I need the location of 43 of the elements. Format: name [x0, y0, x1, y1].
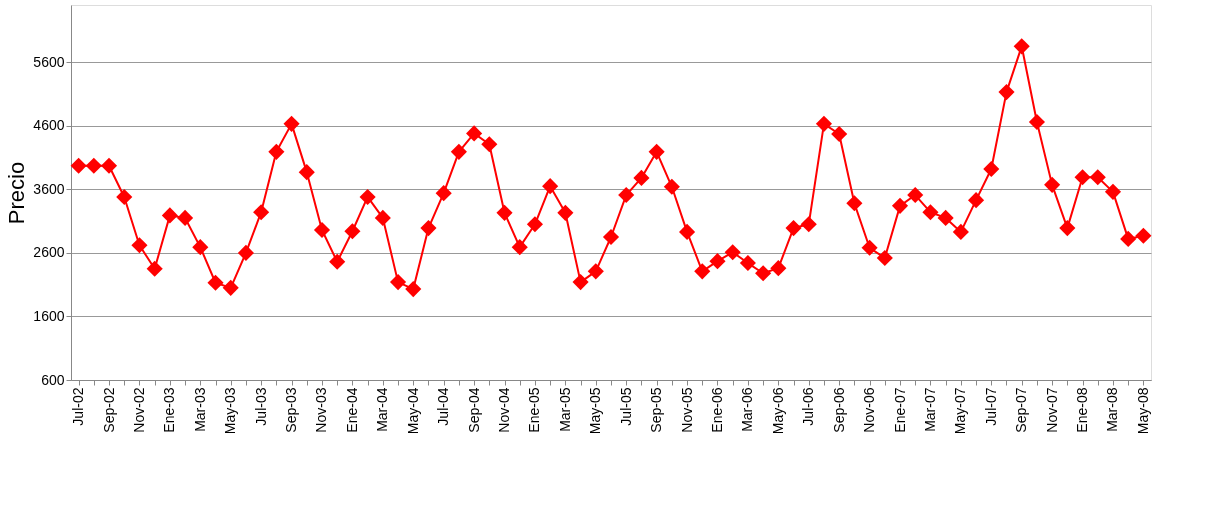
y-tick-label: 5600: [33, 53, 65, 70]
x-tick-label: Sep-06: [830, 387, 847, 433]
x-tick-label: Nov-07: [1043, 387, 1060, 433]
x-tick-label: Mar-07: [921, 387, 938, 432]
x-tick-label: Mar-03: [191, 387, 208, 432]
x-tick-label: Mar-06: [739, 387, 756, 432]
y-tick-label: 1600: [33, 307, 65, 324]
x-tick-label: Sep-02: [100, 387, 117, 433]
x-tick-label: Mar-08: [1104, 387, 1121, 432]
x-tick-label: Nov-03: [313, 387, 330, 433]
x-tick-label: Jul-03: [252, 387, 269, 426]
y-tick-label: 600: [41, 371, 65, 388]
x-tick-label: Jul-07: [982, 387, 999, 426]
x-tick-label: Ene-06: [708, 387, 725, 433]
x-tick-label: Ene-07: [891, 387, 908, 433]
x-tick-label: Sep-03: [283, 387, 300, 433]
y-tick-label: 3600: [33, 180, 65, 197]
x-tick-label: Jul-02: [70, 387, 87, 426]
x-tick-label: Jul-06: [800, 387, 817, 426]
x-tick-label: Nov-05: [678, 387, 695, 433]
x-tick-label: Jul-04: [435, 387, 452, 426]
y-tick-label: 4600: [33, 117, 65, 134]
x-tick-label: May-08: [1134, 387, 1151, 435]
y-axis-title: Precio: [4, 161, 30, 225]
x-tick-label: Nov-06: [861, 387, 878, 433]
x-tick-label: Ene-08: [1074, 387, 1091, 433]
x-tick-label: May-04: [404, 387, 421, 435]
x-tick-label: May-05: [587, 387, 604, 435]
x-tick-label: Sep-04: [465, 387, 482, 433]
x-tick-label: Nov-04: [496, 387, 513, 433]
x-tick-label: Ene-05: [526, 387, 543, 433]
x-tick-label: Ene-04: [343, 387, 360, 433]
x-tick-label: Sep-05: [648, 387, 665, 433]
x-tick-label: Sep-07: [1013, 387, 1030, 433]
x-tick-label: Jul-05: [617, 387, 634, 426]
x-tick-label: Mar-05: [556, 387, 573, 432]
x-tick-label: Mar-04: [374, 387, 391, 432]
x-tick-label: Ene-03: [161, 387, 178, 433]
x-tick-label: May-07: [952, 387, 969, 435]
y-tick-label: 2600: [33, 244, 65, 261]
x-tick-label: May-03: [222, 387, 239, 435]
x-tick-label: May-06: [769, 387, 786, 435]
x-tick-label: Nov-02: [130, 387, 147, 433]
